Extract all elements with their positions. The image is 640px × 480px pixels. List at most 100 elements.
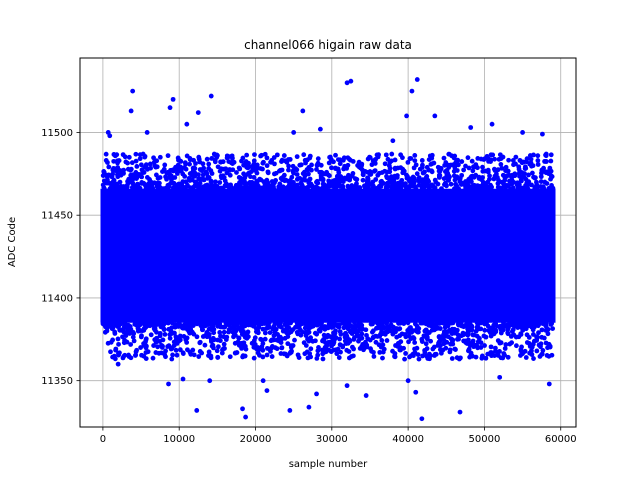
data-point	[508, 333, 514, 339]
data-point	[506, 157, 512, 163]
data-point	[359, 323, 364, 328]
data-point	[519, 178, 524, 184]
data-point	[474, 343, 480, 349]
data-point	[388, 174, 394, 180]
data-point	[276, 338, 282, 344]
data-point	[322, 183, 328, 189]
data-point	[480, 164, 485, 170]
data-point	[150, 355, 156, 361]
data-point	[138, 345, 144, 350]
data-point	[364, 332, 369, 338]
data-point	[339, 178, 345, 184]
data-point	[192, 183, 198, 189]
x-tick-label: 40000	[392, 434, 424, 445]
data-point	[298, 180, 304, 186]
data-point	[320, 356, 326, 362]
data-point	[273, 178, 279, 183]
data-point	[224, 321, 230, 327]
data-point	[343, 164, 349, 170]
data-point	[108, 185, 114, 191]
data-point	[183, 161, 188, 167]
data-point	[535, 153, 541, 159]
data-point	[470, 168, 476, 174]
data-point	[262, 330, 268, 336]
data-point	[110, 325, 116, 331]
outlier-point	[264, 388, 270, 393]
data-point	[384, 338, 390, 343]
data-point	[326, 173, 332, 179]
x-tick-label: 60000	[545, 434, 577, 445]
data-point	[379, 338, 385, 343]
data-point	[540, 348, 546, 353]
data-point	[301, 185, 307, 191]
data-point	[139, 162, 144, 168]
data-point	[491, 322, 497, 328]
data-point	[169, 356, 175, 362]
data-point	[227, 354, 233, 360]
data-point	[405, 159, 411, 165]
data-point	[164, 170, 170, 176]
data-point	[166, 343, 172, 349]
data-point	[281, 172, 287, 178]
data-point	[337, 336, 343, 342]
data-point	[208, 353, 214, 359]
data-point	[423, 341, 429, 347]
data-point	[483, 168, 488, 174]
data-point	[534, 338, 540, 343]
data-point	[204, 171, 210, 176]
data-point	[548, 152, 554, 158]
data-point	[153, 172, 159, 178]
data-point	[206, 349, 212, 355]
x-tick-label: 10000	[163, 434, 195, 445]
data-point	[412, 321, 418, 327]
dense-point-band	[100, 188, 556, 323]
data-point	[516, 334, 522, 340]
data-point	[485, 179, 491, 185]
data-point	[168, 167, 173, 173]
data-point	[176, 157, 181, 163]
data-point	[490, 152, 496, 158]
data-point	[190, 347, 196, 353]
data-point	[450, 320, 456, 326]
data-point	[454, 183, 460, 189]
data-point	[108, 349, 113, 355]
data-point	[183, 184, 189, 190]
outlier-point	[497, 374, 503, 380]
data-point	[338, 349, 343, 355]
data-point	[448, 162, 454, 168]
data-point	[335, 157, 341, 162]
data-point	[160, 343, 165, 349]
data-point	[130, 172, 136, 178]
data-point	[441, 176, 447, 182]
data-point	[429, 161, 435, 167]
data-point	[459, 180, 465, 186]
data-point	[141, 327, 147, 333]
data-point	[211, 337, 217, 343]
data-point	[476, 176, 482, 181]
data-point	[162, 162, 168, 168]
data-point	[301, 340, 307, 346]
data-point	[413, 162, 419, 168]
data-point	[130, 334, 136, 340]
data-point	[231, 334, 236, 340]
data-point	[371, 354, 377, 359]
data-point	[430, 183, 436, 189]
data-point	[215, 355, 221, 360]
data-point	[133, 151, 139, 157]
data-point	[329, 343, 334, 349]
data-point	[161, 166, 167, 172]
data-point	[230, 167, 236, 173]
data-point	[116, 321, 121, 327]
data-point	[232, 326, 238, 332]
data-point	[176, 338, 181, 344]
data-point	[295, 352, 301, 358]
outlier-point	[314, 391, 319, 397]
data-point	[329, 165, 334, 171]
data-point	[276, 168, 282, 174]
data-point	[157, 180, 162, 186]
data-point	[345, 174, 351, 180]
data-point	[425, 184, 431, 190]
data-point	[481, 157, 487, 162]
data-point	[316, 327, 322, 333]
data-point	[531, 356, 536, 361]
